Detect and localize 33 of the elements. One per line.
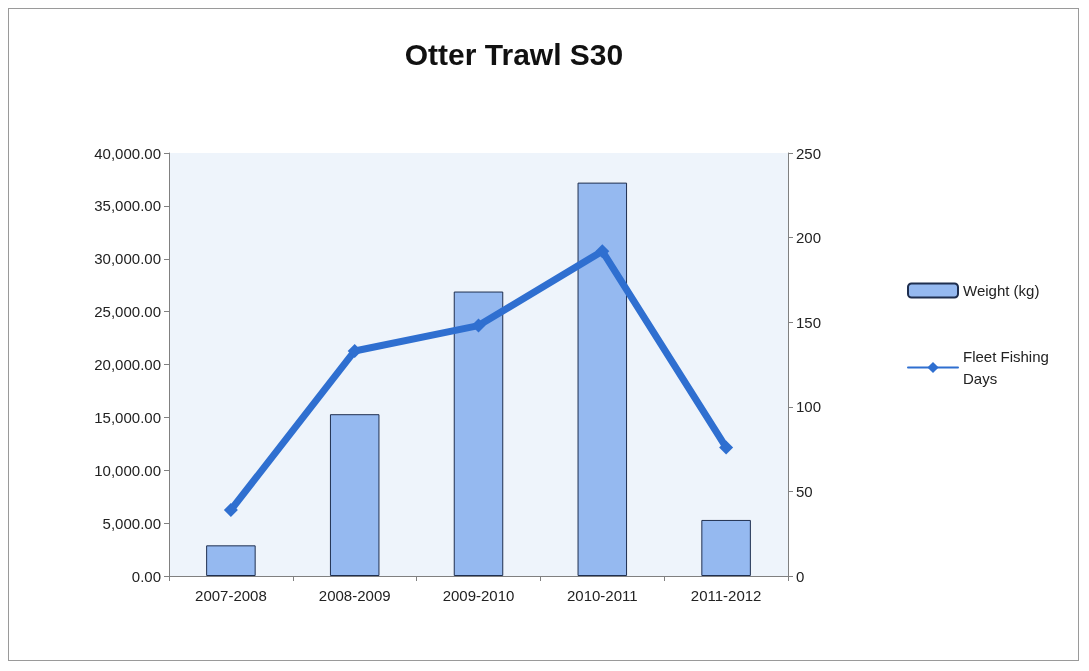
bar [329, 414, 380, 576]
y-tick-label: 0.00 [131, 567, 161, 585]
y-tick-label: 35,000.00 [94, 197, 161, 215]
point [595, 244, 610, 259]
bar [206, 545, 256, 576]
point [223, 503, 238, 518]
legend-label: Weight (kg) [963, 282, 1040, 299]
y2-tick-label: 0 [796, 567, 805, 585]
y2-tick-label: 200 [796, 229, 822, 247]
bar [701, 519, 751, 576]
y-tick-label: 40,000.00 [94, 144, 161, 162]
y-tick-label: 25,000.00 [94, 303, 161, 321]
y-tick-label: 30,000.00 [94, 250, 161, 268]
bar [453, 291, 504, 576]
y2-tick-label: 150 [796, 313, 822, 331]
y-tick-label: 15,000.00 [94, 408, 161, 426]
y-tick-label: 20,000.00 [94, 356, 161, 373]
x-tick-label: 2007-2008 [195, 587, 267, 604]
bar [577, 182, 628, 576]
y2-tick-label: 100 [796, 398, 822, 416]
y2-tick-label: 50 [796, 482, 813, 500]
point [347, 343, 362, 358]
y-tick-label: 5,000.00 [102, 514, 161, 532]
x-tick-label: 2011-2012 [690, 587, 762, 604]
legend-label: Fleet Fishing Days [963, 348, 1054, 387]
point [719, 440, 734, 455]
x-tick-label: 2008-2009 [318, 587, 391, 604]
x-tick-label: 2010-2011 [566, 587, 638, 604]
chart-title: Otter Trawl S30 [404, 37, 624, 71]
point [471, 318, 486, 333]
y2-tick-label: 250 [796, 144, 822, 162]
y-tick-label: 10,000.00 [94, 461, 161, 479]
x-tick-label: 2009-2010 [442, 587, 515, 604]
